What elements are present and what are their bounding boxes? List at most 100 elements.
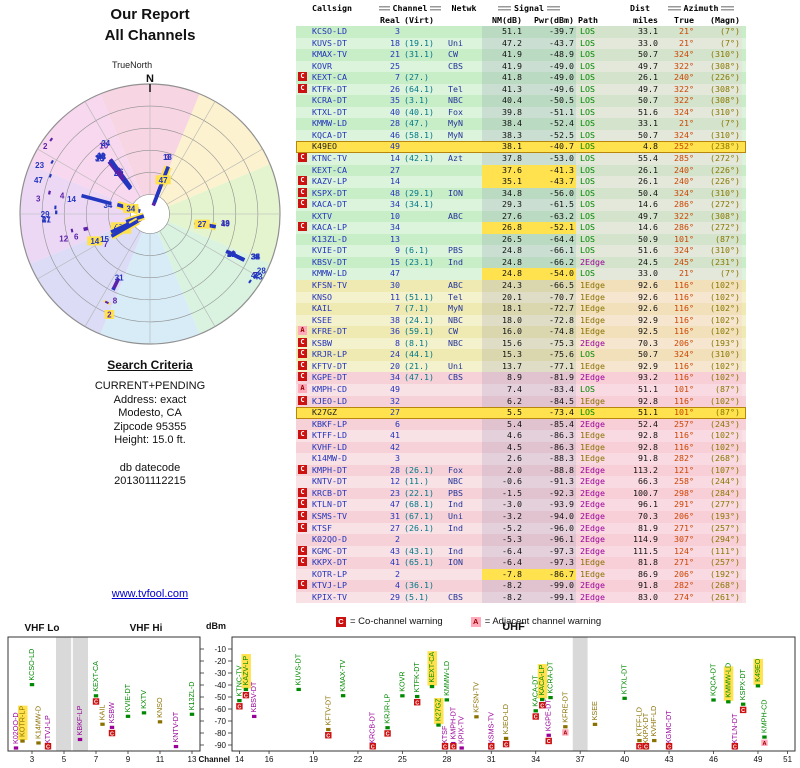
cell-path: LOS xyxy=(576,26,620,38)
cell-path: 1Edge xyxy=(576,557,620,569)
cell-azimuth-true: 101° xyxy=(674,407,694,418)
cell-nm-db: 38.3 xyxy=(482,129,524,142)
station-label: K02QO-D xyxy=(11,712,20,744)
cell-azimuth-true: 324° xyxy=(660,187,696,200)
callsign-link[interactable]: K13ZL-D xyxy=(312,233,347,244)
callsign-link[interactable]: KGPE-DT xyxy=(312,372,347,383)
cell-real-channel: 42 xyxy=(390,441,400,452)
callsign-link[interactable]: KBSV-DT xyxy=(312,256,347,267)
warning-badge xyxy=(296,419,310,431)
callsign-link[interactable]: KVHF-LD xyxy=(312,441,347,452)
callsign-link[interactable]: KAIL xyxy=(312,303,332,314)
callsign-link[interactable]: KGMC-DT xyxy=(312,545,347,556)
callsign-link[interactable]: KTXL-DT xyxy=(312,106,347,117)
callsign-link[interactable]: KCRA-DT xyxy=(312,95,347,106)
cell-nm-db: -6.4 xyxy=(482,545,524,558)
callsign-link[interactable]: KMAX-TV xyxy=(312,49,347,60)
station-label-highlight xyxy=(18,705,28,741)
station-warning-letter: C xyxy=(489,744,493,750)
cell-azimuth-true: 282° xyxy=(660,580,696,592)
table-row: KMAX-TV 21 (31.1) CW 41.9 -48.9 LOS 50.7 324° (31… xyxy=(296,49,746,61)
station-warning-letter: C xyxy=(534,715,538,721)
radar-station: 6 xyxy=(74,226,89,242)
callsign-link[interactable]: KACA-DT xyxy=(312,199,347,210)
cell-nm-db: 24.8 xyxy=(482,256,524,269)
callsign-link[interactable]: KKPX-DT xyxy=(312,557,347,568)
table-row: C KJEO-LD 32 6.2 -84.5 1Edge 92.8 116° (102°) xyxy=(296,395,746,408)
spectrum-station: KBSV-DT xyxy=(249,681,258,719)
callsign-link[interactable]: KQCA-DT xyxy=(312,129,347,140)
callsign-link[interactable]: KMPH-CD xyxy=(312,383,347,394)
radar-channel-label: 40 xyxy=(96,151,105,160)
chart-text: 14 xyxy=(235,755,244,764)
station-label: KJEO-LD xyxy=(501,704,510,734)
callsign-link[interactable]: KTFF-LD xyxy=(312,430,347,441)
station-warning-box xyxy=(450,743,457,750)
radar-station: 15 xyxy=(100,221,131,244)
cell-distance: 33.1 xyxy=(620,118,660,130)
radar-spoke xyxy=(159,230,216,327)
spectrum-station: KNSO xyxy=(155,697,164,724)
callsign-link[interactable]: KRCB-DT xyxy=(312,487,347,498)
callsign-link[interactable]: KNTV-DT xyxy=(312,476,347,487)
callsign-link[interactable]: KEXT-CA xyxy=(312,72,347,83)
col-path: Path xyxy=(578,15,598,25)
cell-distance: 55.4 xyxy=(620,153,660,165)
callsign-link[interactable]: KTLN-DT xyxy=(312,499,347,510)
station-warning-box xyxy=(488,743,495,750)
callsign-link[interactable]: KAZV-LP xyxy=(312,176,347,187)
callsign-link[interactable]: KTSF xyxy=(312,522,332,533)
callsign-link[interactable]: KFSN-TV xyxy=(312,280,347,291)
callsign-link[interactable]: K49EO xyxy=(312,141,337,152)
callsign-link[interactable]: KVIE-DT xyxy=(312,245,347,256)
spectrum-station: KTFF-LD C xyxy=(634,707,643,750)
callsign-link[interactable]: KSBW xyxy=(312,337,332,348)
callsign-link[interactable]: KRJR-LP xyxy=(312,349,347,360)
callsign-link[interactable]: KNSO xyxy=(312,291,332,302)
station-marker xyxy=(436,723,441,727)
callsign-link[interactable]: K27GZ xyxy=(312,407,337,418)
callsign-link[interactable]: KXTV xyxy=(312,210,332,221)
spectrum-station: KGMC-DTC xyxy=(664,710,673,751)
chart-text: 43 xyxy=(665,755,674,764)
callsign-link[interactable]: KSMS-TV xyxy=(312,510,347,521)
callsign-link[interactable]: K14MW-D xyxy=(312,453,347,464)
cell-path: LOS xyxy=(576,187,620,200)
cell-real-channel: 49 xyxy=(390,383,400,394)
callsign-link[interactable]: KOTR-LP xyxy=(312,568,347,579)
callsign-link[interactable]: KOVR xyxy=(312,60,332,71)
callsign-link[interactable]: KMPH-DT xyxy=(312,464,347,475)
callsign-link[interactable]: KTVJ-LP xyxy=(312,580,347,591)
callsign-link[interactable]: KACA-LP xyxy=(312,222,347,233)
callsign-link[interactable]: KUVS-DT xyxy=(312,37,347,48)
callsign-link[interactable]: KFTV-DT xyxy=(312,360,347,371)
callsign-link[interactable]: KMMW-LD xyxy=(312,118,347,129)
cell-network xyxy=(446,72,482,84)
callsign-link[interactable]: KTNC-TV xyxy=(312,153,347,164)
cell-azimuth-magnetic: (7°) xyxy=(696,37,742,50)
cell-power-dbm: -63.2 xyxy=(524,210,576,223)
callsign-link[interactable]: KPIX-TV xyxy=(312,591,347,602)
station-label: KCSO-LD xyxy=(27,649,36,681)
cell-real-channel: 28 xyxy=(390,118,400,129)
callsign-link[interactable]: KFRE-DT xyxy=(312,326,347,337)
callsign-link[interactable]: KBKF-LP xyxy=(312,418,347,429)
callsign-link[interactable]: K02QO-D xyxy=(312,534,347,545)
station-marker xyxy=(652,738,657,743)
cell-real-channel: 28 xyxy=(390,464,400,475)
station-warning-box xyxy=(545,737,552,745)
callsign-link[interactable]: KEXT-CA xyxy=(312,164,347,175)
col-callsign: Callsign xyxy=(312,3,352,13)
callsign-link[interactable]: KMMW-LD xyxy=(312,268,347,279)
cell-network: NBC xyxy=(448,337,463,348)
cell-power-dbm: -54.0 xyxy=(524,268,576,281)
callsign-link[interactable]: KJEO-LD xyxy=(312,395,347,406)
warning-badge: C xyxy=(296,349,310,361)
cell-nm-db: 5.5 xyxy=(507,407,522,418)
cell-azimuth-magnetic: (310°) xyxy=(696,349,742,361)
tvfool-link[interactable]: www.tvfool.com xyxy=(111,588,189,600)
callsign-link[interactable]: KTFK-DT xyxy=(312,83,347,94)
callsign-link[interactable]: KSEE xyxy=(312,314,332,325)
callsign-link[interactable]: KCSO-LD xyxy=(312,26,347,36)
callsign-link[interactable]: KSPX-DT xyxy=(312,187,347,198)
